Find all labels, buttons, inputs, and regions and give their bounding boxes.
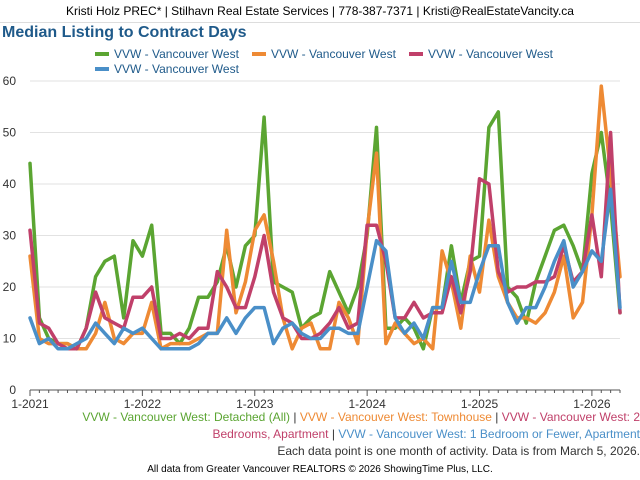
y-tick-label-0: 0 <box>9 383 16 397</box>
x-tick-label-1-2025: 1-2025 <box>461 397 499 410</box>
y-tick-label-50: 50 <box>3 126 17 140</box>
x-tick-label-1-2021: 1-2021 <box>11 397 49 410</box>
series-line-2 <box>28 84 622 351</box>
y-tick-label-40: 40 <box>3 177 17 191</box>
y-tick-label-60: 60 <box>3 74 17 88</box>
legend-label-3: VVW - Vancouver West <box>428 47 554 61</box>
chart-title: Median Listing to Contract Days <box>2 24 247 41</box>
caption-segment: VVW - Vancouver West: 1 Bedroom or Fewer… <box>338 427 640 441</box>
caption-segment: | <box>290 410 300 424</box>
header-contact-line: Kristi Holz PREC* | Stilhavn Real Estate… <box>0 0 640 23</box>
y-tick-label-30: 30 <box>3 229 17 243</box>
x-tick-label-1-2024: 1-2024 <box>348 397 386 410</box>
x-tick-label-1-2026: 1-2026 <box>573 397 611 410</box>
caption-segment: | <box>328 427 339 441</box>
series-line-1 <box>28 110 622 351</box>
legend-label-4: VVW - Vancouver West <box>114 62 240 76</box>
series-line-4 <box>28 187 622 351</box>
caption-segment: VVW - Vancouver West: Detached (All) <box>82 410 291 424</box>
caption-segment: | <box>491 410 502 424</box>
caption-line-2: Bedrooms, Apartment | VVW - Vancouver We… <box>0 427 640 441</box>
data-note: Each data point is one month of activity… <box>277 444 640 458</box>
legend-label-2: VVW - Vancouver West <box>271 47 397 61</box>
footer-attribution: All data from Greater Vancouver REALTORS… <box>147 464 493 475</box>
x-tick-label-1-2022: 1-2022 <box>124 397 162 410</box>
x-tick-label-1-2023: 1-2023 <box>236 397 274 410</box>
series-lines <box>28 84 622 351</box>
y-axis-ticks: 0 10 20 30 40 50 60 <box>3 74 17 397</box>
legend: VVW - Vancouver West VVW - Vancouver West… <box>95 47 554 76</box>
caption-line-1: VVW - Vancouver West: Detached (All) | V… <box>0 410 640 424</box>
y-tick-label-20: 20 <box>3 280 17 294</box>
legend-label-1: VVW - Vancouver West <box>114 47 240 61</box>
caption-segment: VVW - Vancouver West: 2 <box>501 410 640 424</box>
x-axis: 1-2021 1-2022 1-2023 1-2024 1-2025 1-2026 <box>11 389 621 410</box>
caption-segment: Bedrooms, Apartment <box>212 427 329 441</box>
series-line-3 <box>28 130 622 351</box>
y-tick-label-10: 10 <box>3 332 17 346</box>
caption-segment: VVW - Vancouver West: Townhouse <box>299 410 492 424</box>
